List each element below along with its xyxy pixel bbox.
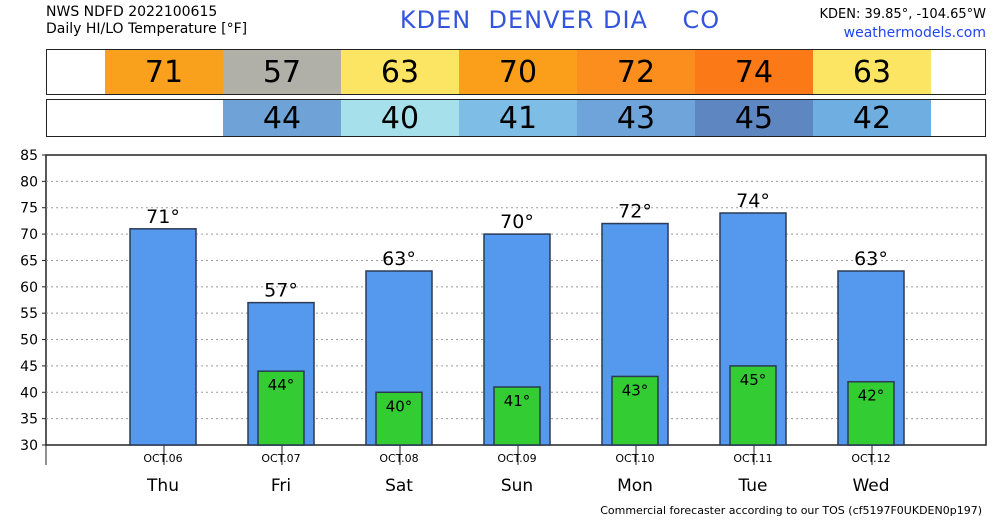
low-temp-cell: 44 bbox=[223, 100, 341, 136]
coords-label: KDEN: 39.85°, -104.65°W bbox=[819, 7, 987, 22]
high-temp-label: 70° bbox=[500, 211, 534, 233]
footer-note: Commercial forecaster according to our T… bbox=[600, 504, 982, 517]
low-temp-bar bbox=[611, 375, 659, 446]
low-temp-cell: 42 bbox=[813, 100, 931, 136]
day-label: Tue bbox=[737, 476, 767, 496]
day-label: Sat bbox=[385, 476, 413, 496]
y-tick-label: 55 bbox=[20, 306, 38, 322]
y-tick-label: 50 bbox=[20, 333, 38, 349]
date-label: OCT.09 bbox=[497, 452, 536, 465]
low-temp-bar bbox=[847, 380, 895, 446]
low-temp-bar bbox=[493, 386, 541, 446]
date-label: OCT.06 bbox=[143, 452, 182, 465]
low-temp-label: 44° bbox=[268, 376, 295, 394]
y-tick-label: 45 bbox=[20, 359, 38, 375]
y-tick-label: 40 bbox=[20, 385, 38, 401]
low-temp-label: 40° bbox=[386, 397, 413, 415]
high-temp-cell: 63 bbox=[341, 50, 459, 94]
high-temp-label: 72° bbox=[618, 201, 652, 223]
y-tick-label: 80 bbox=[20, 174, 38, 190]
y-tick-label: 60 bbox=[20, 280, 38, 296]
high-temp-cell: 57 bbox=[223, 50, 341, 94]
day-label: Wed bbox=[852, 476, 889, 496]
low-temp-cell: 40 bbox=[341, 100, 459, 136]
low-temp-bar bbox=[729, 365, 777, 446]
high-temp-label: 57° bbox=[264, 280, 298, 302]
low-temp-bar bbox=[375, 391, 423, 446]
y-tick-label: 35 bbox=[20, 412, 38, 428]
site-link[interactable]: weathermodels.com bbox=[843, 25, 986, 41]
low-temp-cell: 43 bbox=[577, 100, 695, 136]
high-temp-cell: 71 bbox=[105, 50, 223, 94]
day-label: Sun bbox=[501, 476, 533, 496]
high-temp-label: 74° bbox=[736, 190, 770, 212]
low-temp-label: 45° bbox=[740, 371, 767, 389]
y-tick-label: 30 bbox=[20, 438, 38, 454]
low-temp-label: 42° bbox=[858, 387, 885, 405]
y-tick-label: 65 bbox=[20, 253, 38, 269]
low-temp-label: 41° bbox=[504, 392, 531, 410]
y-tick-label: 70 bbox=[20, 227, 38, 243]
station-title: KDEN DENVER DIA CO bbox=[399, 6, 721, 34]
high-temp-bar bbox=[129, 228, 197, 446]
date-label: OCT.11 bbox=[733, 452, 772, 465]
header-left: NWS NDFD 2022100615 Daily HI/LO Temperat… bbox=[46, 4, 247, 38]
date-label: OCT.10 bbox=[615, 452, 654, 465]
low-temp-label: 43° bbox=[622, 381, 649, 399]
low-temp-cell: 45 bbox=[695, 100, 813, 136]
date-label: OCT.12 bbox=[851, 452, 890, 465]
day-label: Mon bbox=[617, 476, 653, 496]
high-temp-cell: 72 bbox=[577, 50, 695, 94]
low-temp-cell: 41 bbox=[459, 100, 577, 136]
high-temp-row: 71 57 63 70 72 74 63 bbox=[46, 49, 986, 95]
high-temp-cell: 63 bbox=[813, 50, 931, 94]
high-temp-cell: 70 bbox=[459, 50, 577, 94]
day-label: Thu bbox=[146, 476, 179, 496]
day-label: Fri bbox=[271, 476, 291, 496]
y-tick-label: 75 bbox=[20, 201, 38, 217]
model-run-label: NWS NDFD 2022100615 bbox=[46, 4, 218, 20]
date-label: OCT.08 bbox=[379, 452, 418, 465]
product-label: Daily HI/LO Temperature [°F] bbox=[46, 21, 248, 37]
y-tick-label: 85 bbox=[20, 148, 38, 164]
high-temp-label: 63° bbox=[854, 248, 888, 270]
low-temp-bar bbox=[257, 370, 305, 446]
high-temp-label: 63° bbox=[382, 248, 416, 270]
date-label: OCT.07 bbox=[261, 452, 300, 465]
low-temp-row: 44 40 41 43 45 42 bbox=[46, 99, 986, 137]
high-temp-label: 71° bbox=[146, 206, 180, 228]
header-right: KDEN: 39.85°, -104.65°W weathermodels.co… bbox=[820, 5, 987, 43]
high-temp-cell: 74 bbox=[695, 50, 813, 94]
